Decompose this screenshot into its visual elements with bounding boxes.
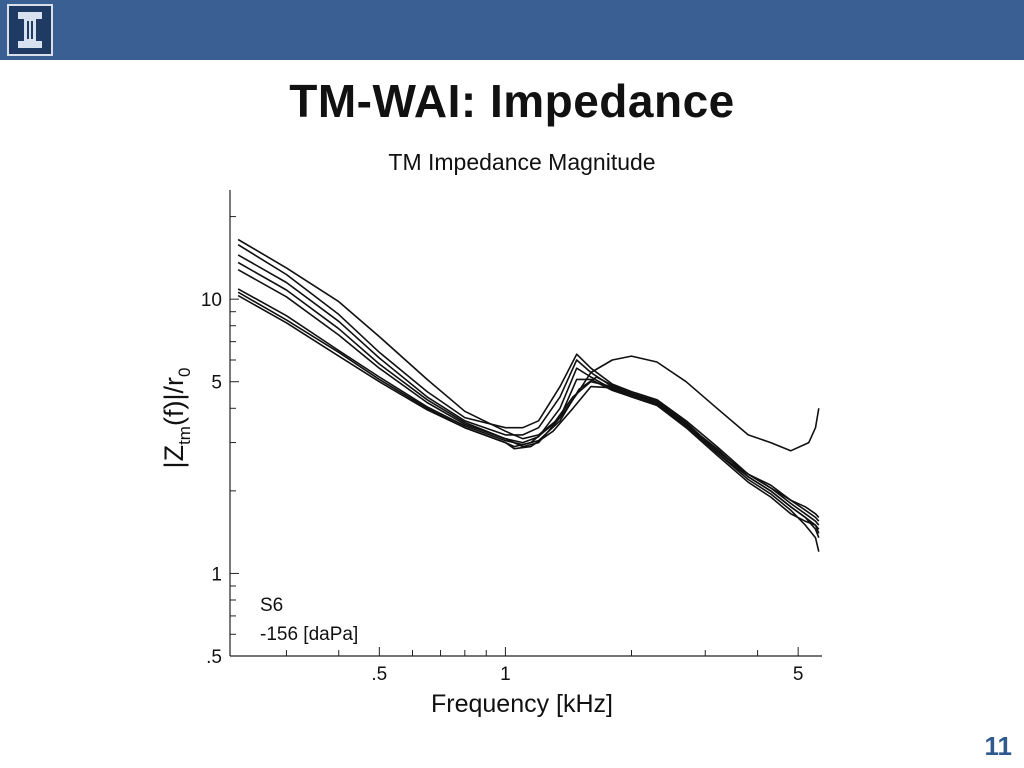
y-axis-label-mid: (f)|/r xyxy=(159,377,189,426)
x-axis-label: Frequency [kHz] xyxy=(431,690,613,718)
y-axis-label-sub2: 0 xyxy=(175,368,194,377)
series-line-1 xyxy=(237,238,820,452)
annotation-subject: S6 xyxy=(260,595,283,616)
series-line-4 xyxy=(237,261,820,552)
x-tick-label: 1 xyxy=(500,664,511,685)
series-line-6 xyxy=(237,291,820,526)
slide-title: TM-WAI: Impedance xyxy=(289,75,735,127)
header-bar xyxy=(0,0,1024,60)
y-tick-label: .5 xyxy=(206,647,222,668)
y-tick-label: 1 xyxy=(211,564,222,585)
y-axis-label-sub: tm xyxy=(175,426,194,445)
y-tick-label: 5 xyxy=(211,373,222,394)
slide-number: 11 xyxy=(984,731,1013,761)
chart-title: TM Impedance Magnitude xyxy=(388,149,655,175)
chart-ticks: .5 1 5 .5 1 5 10 xyxy=(201,216,804,685)
y-axis-label-main: |Z xyxy=(159,445,189,469)
chart-series xyxy=(237,238,820,552)
x-tick-label: 5 xyxy=(793,664,804,685)
y-tick-label: 10 xyxy=(201,290,222,311)
university-i-logo-icon xyxy=(18,12,42,48)
y-axis-label: |Ztm(f)|/r0 xyxy=(159,368,194,469)
series-line-8 xyxy=(237,288,820,518)
series-line-3 xyxy=(237,254,820,538)
series-line-2 xyxy=(237,244,820,522)
annotation-pressure: -156 [daPa] xyxy=(260,624,358,645)
series-line-7 xyxy=(237,294,820,534)
university-logo xyxy=(7,4,53,56)
x-tick-label: .5 xyxy=(371,664,387,685)
series-line-5 xyxy=(237,269,820,530)
chart-axes xyxy=(229,190,822,657)
